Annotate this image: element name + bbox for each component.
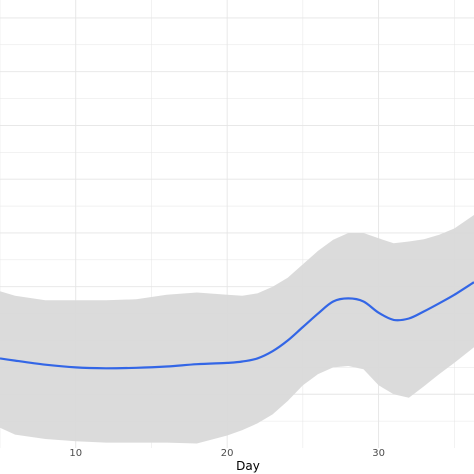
x-axis-ticks: 10 20 30 bbox=[69, 448, 385, 459]
x-tick-label: 20 bbox=[221, 448, 234, 459]
x-tick-label: 30 bbox=[372, 448, 385, 459]
series-line bbox=[0, 281, 474, 370]
x-axis-title: Day bbox=[236, 459, 260, 473]
confidence-band bbox=[0, 215, 474, 444]
x-tick-label: 10 bbox=[69, 448, 82, 459]
